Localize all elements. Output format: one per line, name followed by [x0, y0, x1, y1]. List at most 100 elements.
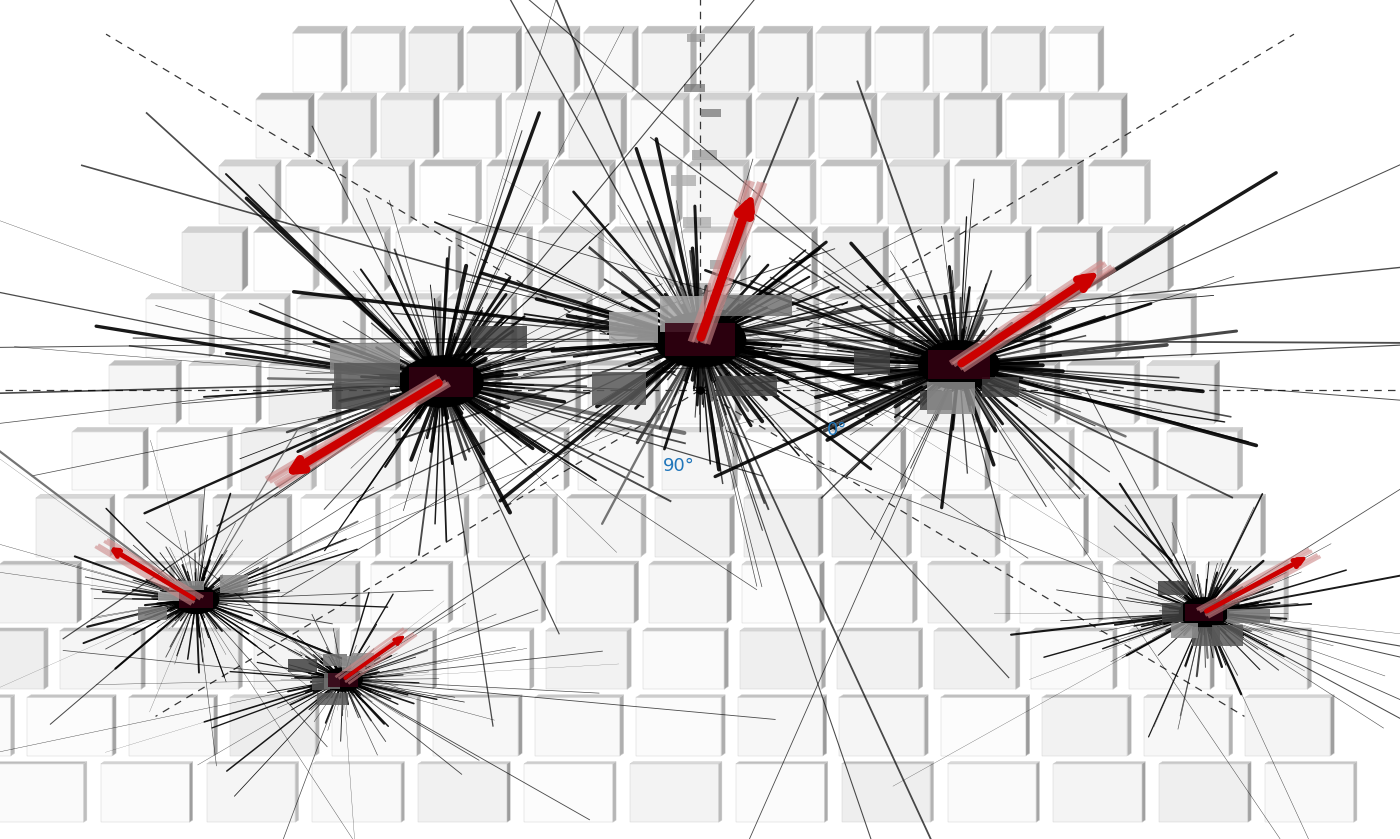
Bar	[139, 607, 167, 620]
Polygon shape	[743, 498, 818, 556]
Polygon shape	[428, 361, 501, 365]
Polygon shape	[231, 695, 319, 697]
Polygon shape	[301, 494, 381, 498]
Polygon shape	[529, 628, 533, 690]
Polygon shape	[1068, 100, 1121, 158]
Polygon shape	[987, 361, 1060, 365]
Polygon shape	[1043, 697, 1127, 756]
Polygon shape	[458, 26, 463, 91]
Polygon shape	[1168, 227, 1173, 291]
Polygon shape	[0, 628, 48, 631]
Polygon shape	[816, 33, 865, 91]
Polygon shape	[129, 697, 214, 756]
Polygon shape	[1214, 361, 1219, 424]
Polygon shape	[416, 361, 421, 424]
Circle shape	[174, 586, 218, 613]
Polygon shape	[493, 431, 564, 490]
Polygon shape	[944, 100, 997, 158]
Polygon shape	[1210, 628, 1214, 690]
Polygon shape	[631, 93, 689, 100]
Polygon shape	[587, 294, 592, 357]
Polygon shape	[1037, 232, 1096, 291]
Polygon shape	[818, 494, 823, 556]
Polygon shape	[0, 561, 81, 565]
Polygon shape	[750, 294, 819, 299]
Polygon shape	[409, 427, 484, 431]
Polygon shape	[242, 227, 248, 291]
Polygon shape	[448, 628, 533, 631]
Polygon shape	[752, 232, 812, 291]
Circle shape	[655, 313, 745, 367]
Polygon shape	[301, 498, 375, 556]
Polygon shape	[998, 431, 1070, 490]
Bar	[675, 283, 710, 295]
Polygon shape	[827, 361, 900, 365]
Polygon shape	[907, 361, 980, 365]
Polygon shape	[396, 227, 462, 232]
Polygon shape	[535, 697, 620, 756]
Polygon shape	[888, 166, 944, 225]
Bar	[661, 296, 704, 332]
Polygon shape	[837, 628, 923, 631]
Polygon shape	[269, 361, 342, 365]
Polygon shape	[955, 227, 960, 291]
Polygon shape	[546, 631, 627, 690]
Bar	[920, 391, 952, 410]
Polygon shape	[813, 294, 819, 357]
Polygon shape	[812, 227, 818, 291]
Polygon shape	[1022, 166, 1078, 225]
Polygon shape	[743, 160, 749, 225]
Polygon shape	[101, 762, 193, 763]
Circle shape	[918, 341, 1000, 389]
Polygon shape	[1207, 561, 1288, 565]
Polygon shape	[876, 160, 883, 225]
Polygon shape	[351, 628, 437, 631]
Polygon shape	[610, 232, 669, 291]
Polygon shape	[825, 762, 827, 822]
Polygon shape	[974, 361, 980, 424]
Polygon shape	[875, 26, 930, 33]
Polygon shape	[914, 431, 986, 490]
Bar	[1191, 627, 1219, 647]
Polygon shape	[599, 299, 662, 357]
Polygon shape	[213, 498, 287, 556]
Polygon shape	[349, 361, 421, 365]
Polygon shape	[0, 762, 87, 763]
Circle shape	[399, 357, 483, 407]
Polygon shape	[588, 361, 661, 365]
Polygon shape	[746, 427, 822, 431]
Polygon shape	[157, 431, 227, 490]
Polygon shape	[816, 26, 871, 33]
Polygon shape	[11, 695, 14, 756]
Polygon shape	[687, 160, 749, 166]
Polygon shape	[1238, 427, 1243, 490]
Polygon shape	[36, 494, 115, 498]
Polygon shape	[750, 299, 813, 357]
Polygon shape	[567, 494, 645, 498]
Polygon shape	[508, 365, 575, 424]
Polygon shape	[1148, 361, 1219, 365]
Polygon shape	[934, 631, 1016, 690]
Polygon shape	[700, 26, 755, 33]
Polygon shape	[505, 100, 559, 158]
Polygon shape	[231, 697, 315, 756]
Bar	[683, 84, 704, 92]
Polygon shape	[819, 100, 871, 158]
Bar	[323, 673, 340, 689]
Polygon shape	[1032, 631, 1113, 690]
Polygon shape	[332, 697, 417, 756]
Polygon shape	[1036, 762, 1039, 822]
Polygon shape	[610, 227, 675, 232]
Bar	[710, 294, 792, 316]
Polygon shape	[295, 762, 298, 822]
Polygon shape	[871, 93, 876, 158]
Polygon shape	[1354, 762, 1357, 822]
Polygon shape	[1096, 227, 1102, 291]
Polygon shape	[221, 299, 284, 357]
Polygon shape	[351, 631, 433, 690]
Polygon shape	[907, 365, 974, 424]
Polygon shape	[564, 427, 570, 490]
Polygon shape	[568, 93, 627, 100]
Polygon shape	[680, 227, 746, 232]
Polygon shape	[409, 431, 480, 490]
